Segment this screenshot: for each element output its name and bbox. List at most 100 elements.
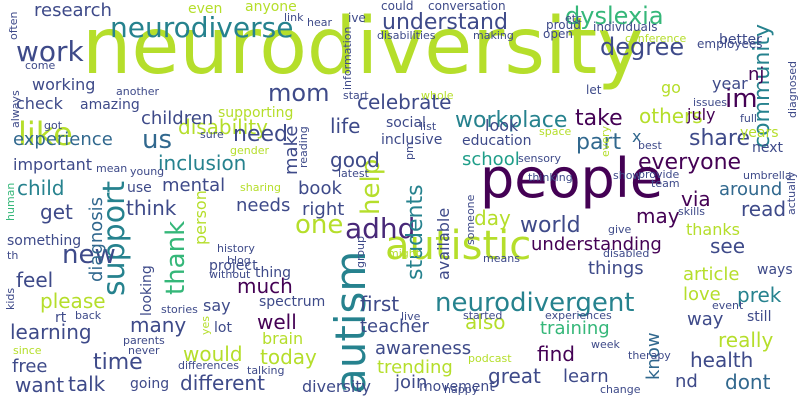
word-provide: provide — [638, 168, 680, 181]
word-etc: etc — [565, 12, 583, 25]
word-live: live — [401, 310, 421, 323]
word-way: way — [687, 309, 724, 330]
word-podcast: podcast — [468, 352, 512, 365]
word-new: new — [62, 240, 116, 270]
word-prek: prek — [737, 283, 782, 307]
word-training: training — [540, 318, 610, 339]
word-many: many — [130, 313, 187, 337]
word-back: back — [75, 309, 102, 322]
word-thank: thank — [161, 220, 191, 295]
word-learning: learning — [10, 320, 92, 344]
word-teacher: teacher — [360, 316, 429, 337]
word-kids: kids — [4, 287, 17, 310]
word-diagnosis: diagnosis — [86, 196, 107, 282]
word-nj: nj — [748, 64, 765, 85]
word-people: people — [480, 147, 664, 210]
word-really: really — [718, 328, 774, 352]
word-give: give — [608, 223, 632, 236]
word-better: better — [719, 32, 762, 48]
word-degree: degree — [600, 33, 685, 61]
word-might: might — [388, 247, 421, 260]
word-differences: differences — [178, 359, 239, 372]
word-movement: movement — [419, 379, 495, 395]
word-find: find — [537, 342, 575, 366]
word-great: great — [488, 364, 541, 388]
word-ive: ive — [348, 11, 366, 25]
word-next: next — [752, 140, 784, 156]
word-get: get — [40, 200, 73, 224]
word-always: always — [9, 90, 22, 128]
word-team: team — [651, 177, 680, 190]
word-join: join — [395, 372, 428, 393]
word-time: time — [93, 350, 143, 375]
word-project: project — [209, 258, 258, 274]
word-often: often — [7, 11, 20, 40]
word-neurodiversity: neurodiversity — [82, 2, 644, 92]
word-th: th — [7, 249, 19, 262]
word-available: available — [434, 207, 453, 280]
word-event: event — [712, 299, 744, 312]
word-disability: disability — [178, 115, 268, 139]
word-health: health — [690, 348, 754, 372]
word-take: take — [575, 106, 623, 131]
word-much: much — [237, 274, 293, 298]
word-love: love — [683, 284, 721, 305]
word-diversity: diversity — [302, 377, 372, 396]
word-research: research — [34, 0, 112, 21]
word-supporting: supporting — [218, 105, 294, 121]
word-would: would — [183, 342, 243, 366]
word-never: never — [128, 344, 160, 357]
word-sharing: sharing — [240, 181, 281, 194]
word-important: important — [13, 155, 93, 174]
word-x: x — [632, 127, 642, 146]
word-means: means — [483, 252, 520, 265]
word-let: let — [586, 83, 602, 97]
word-years: years — [740, 125, 779, 141]
word-world: world — [520, 213, 581, 238]
word-disabled: disabled — [603, 247, 650, 260]
word-gender: gender — [230, 144, 269, 157]
word-group: group — [354, 236, 367, 268]
word-since: since — [13, 344, 42, 357]
word-us: us — [142, 125, 173, 155]
word-ways: ways — [757, 262, 793, 278]
word-mean: mean — [96, 162, 128, 175]
word-year: year — [712, 74, 748, 93]
word-read: read — [741, 197, 787, 221]
word-anyone: anyone — [245, 0, 297, 15]
word-individuals: individuals — [593, 20, 658, 34]
word-link: link — [284, 11, 304, 24]
word-neurodiverse: neurodiverse — [110, 11, 294, 44]
word-book: book — [298, 178, 342, 199]
word-full: full — [740, 112, 757, 125]
word-person: person — [191, 190, 210, 245]
word-different: different — [180, 371, 265, 395]
word-look: look — [485, 116, 519, 135]
word-actually: actually — [785, 171, 798, 215]
word-needs: needs — [236, 195, 291, 216]
word-dont: dont — [725, 370, 771, 394]
word-skills: skills — [678, 205, 706, 218]
word-one: one — [295, 210, 344, 240]
word-information: information — [341, 26, 354, 91]
word-therapy: therapy — [628, 349, 671, 362]
word-students: students — [403, 184, 428, 280]
word-yes: yes — [199, 315, 212, 335]
word-want: want — [15, 373, 65, 397]
word-reading: reading — [297, 126, 310, 168]
word-child: child — [17, 176, 65, 200]
word-another: another — [116, 85, 160, 98]
word-share: share — [689, 126, 750, 151]
word-mom: mom — [268, 79, 330, 107]
word-looking: looking — [139, 265, 155, 316]
word-started: started — [463, 309, 503, 322]
word-work: work — [16, 35, 84, 68]
word-latest: latest — [338, 167, 369, 180]
word-working: working — [32, 75, 96, 94]
word-list: list — [420, 120, 437, 133]
word-thanks: thanks — [686, 220, 740, 239]
word-issues: issues — [693, 96, 727, 109]
word-start: start — [343, 89, 369, 102]
word-open: open — [543, 27, 573, 41]
word-sensory: sensory — [518, 152, 561, 165]
